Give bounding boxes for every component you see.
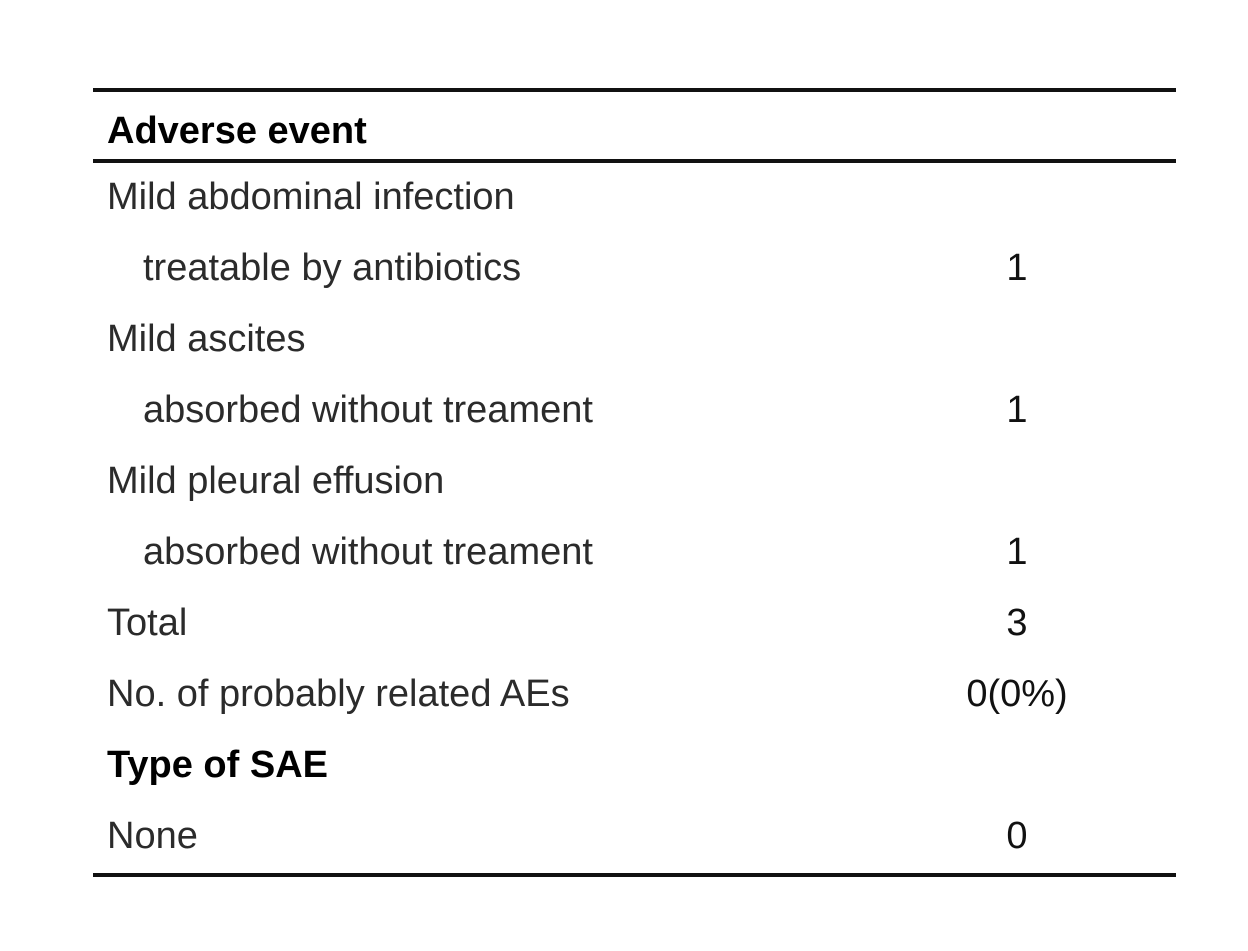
row-label: Type of SAE [107,744,328,786]
table-row: Mild abdominal infection [93,163,1176,234]
row-value: 1 [1006,531,1028,573]
row-value: 0 [1006,815,1028,857]
row-label: Mild pleural effusion [107,460,445,502]
row-label: absorbed without treament [143,389,593,431]
row-label: treatable by antibiotics [143,247,522,289]
table-row: absorbed without treament 1 [93,376,1176,447]
table-body: Mild abdominal infection treatable by an… [93,163,1176,873]
table-row: Mild pleural effusion [93,447,1176,518]
row-label: None [107,815,198,857]
table-row: Total 3 [93,589,1176,660]
top-rule [93,88,1176,92]
table-row: treatable by antibiotics 1 [93,234,1176,305]
adverse-event-table: Adverse event Mild abdominal infection t… [93,88,1176,877]
table-row: absorbed without treament 1 [93,518,1176,589]
row-label: Mild ascites [107,318,306,360]
row-value: 1 [1006,247,1028,289]
row-label: No. of probably related AEs [107,673,570,715]
table-row: No. of probably related AEs 0(0%) [93,660,1176,731]
table-header-row: Adverse event [93,92,1176,159]
table-row: Mild ascites [93,305,1176,376]
row-value: 1 [1006,389,1028,431]
row-value: 3 [1006,602,1028,644]
header-rule [93,159,1176,163]
header-adverse-event: Adverse event [107,110,367,152]
table-row: None 0 [93,802,1176,873]
row-label: absorbed without treament [143,531,593,573]
table-row: Type of SAE [93,731,1176,802]
row-label: Mild abdominal infection [107,176,515,218]
bottom-rule [93,873,1176,877]
row-value: 0(0%) [966,673,1068,715]
row-label: Total [107,602,188,644]
